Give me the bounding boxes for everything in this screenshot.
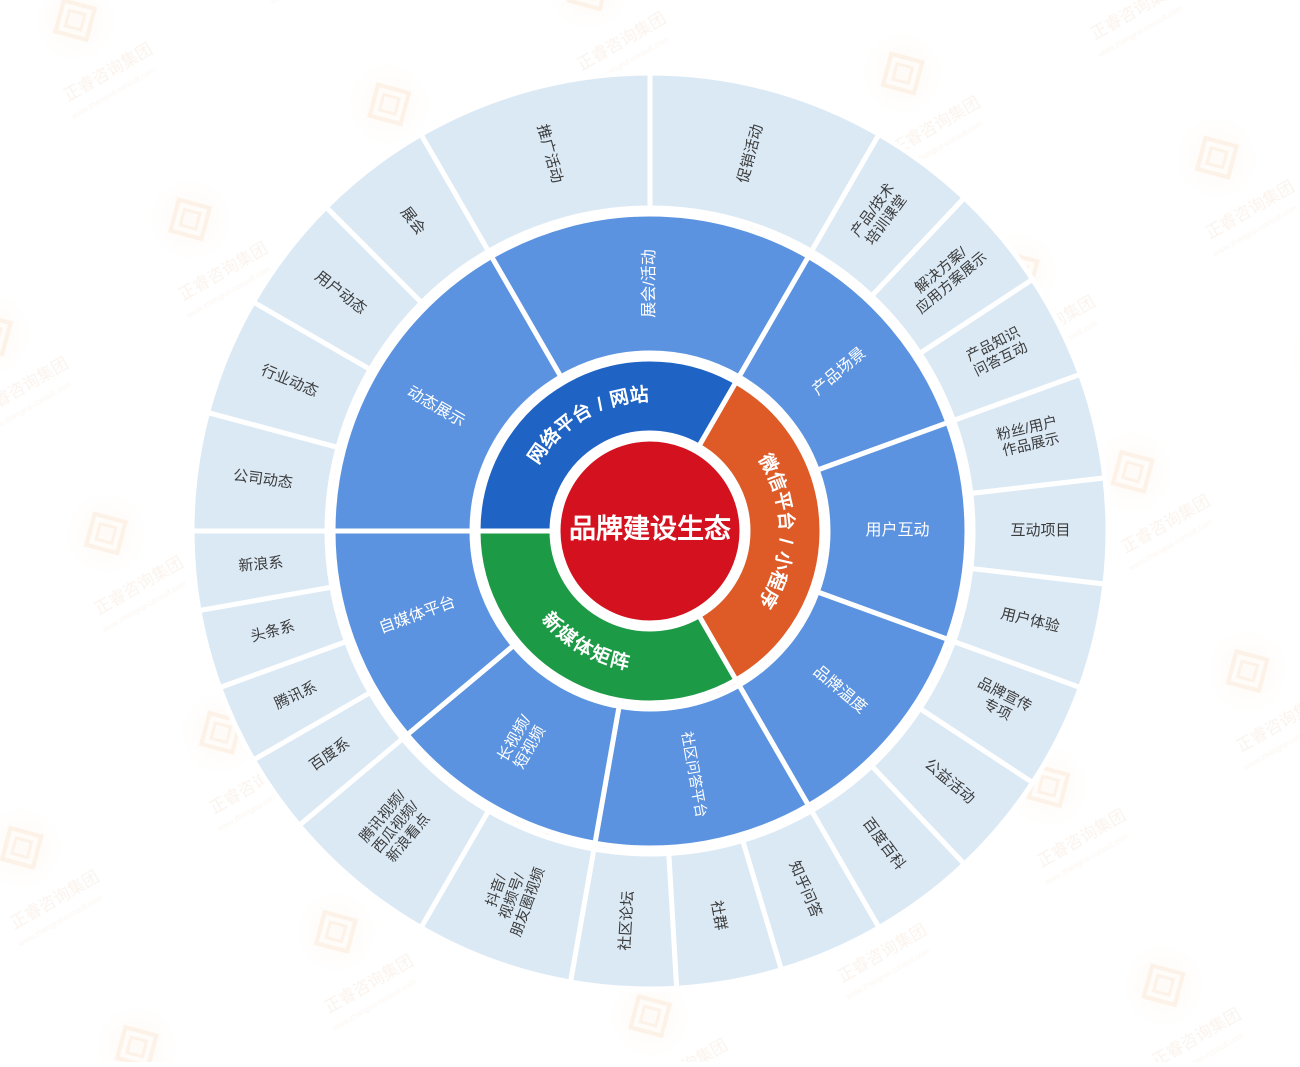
svg-text:社区论坛: 社区论坛 [617, 890, 637, 951]
svg-text:品牌建设生态: 品牌建设生态 [569, 514, 731, 544]
svg-text:互动项目: 互动项目 [1010, 522, 1070, 539]
svg-text:站: 站 [629, 383, 650, 407]
svg-text:展会/活动: 展会/活动 [640, 249, 658, 317]
svg-text:用户互动: 用户互动 [865, 521, 929, 539]
svg-text:台: 台 [774, 511, 798, 532]
